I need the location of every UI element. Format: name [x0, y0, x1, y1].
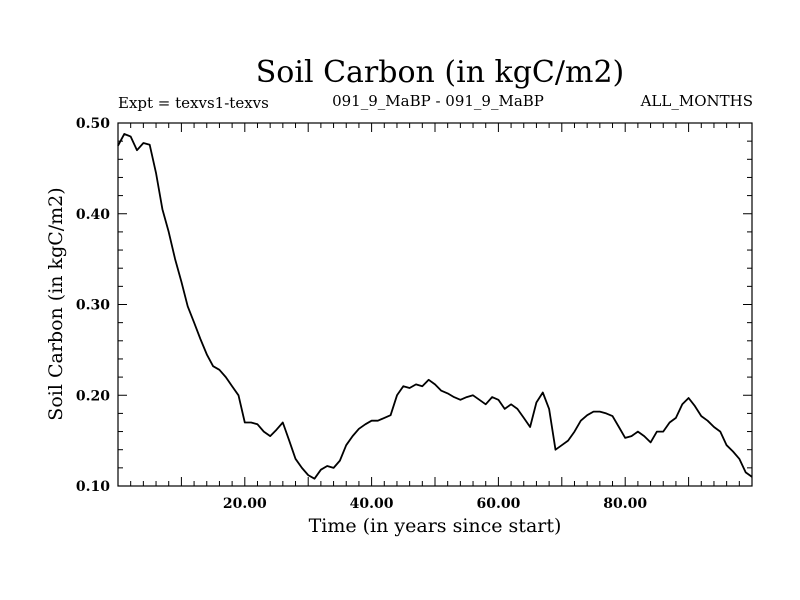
subtitle-period: 091_9_MaBP - 091_9_MaBP — [332, 92, 544, 110]
chart-title: Soil Carbon (in kgC/m2) — [256, 55, 624, 90]
x-axis-label: Time (in years since start) — [309, 515, 562, 537]
axis-tick-labels: 20.00 40.00 60.00 80.00 0.10 0.20 0.30 0.40 0.50 — [76, 116, 647, 512]
y-axis-label: Soil Carbon (in kgC/m2) — [45, 187, 67, 420]
axis-ticks — [118, 123, 752, 486]
y-tick-label: 0.10 — [76, 479, 110, 495]
y-tick-label: 0.50 — [76, 116, 110, 132]
subtitle-experiment: Expt = texvs1-texvs — [118, 94, 269, 112]
soil-carbon-series-line — [117, 133, 753, 480]
x-tick-label: 20.00 — [223, 496, 267, 512]
y-tick-label: 0.40 — [76, 207, 110, 223]
x-tick-label: 80.00 — [603, 496, 647, 512]
y-tick-label: 0.20 — [76, 388, 110, 404]
x-tick-label: 40.00 — [350, 496, 394, 512]
subtitle-months: ALL_MONTHS — [640, 92, 753, 110]
y-tick-label: 0.30 — [76, 298, 110, 314]
x-tick-label: 60.00 — [476, 496, 520, 512]
